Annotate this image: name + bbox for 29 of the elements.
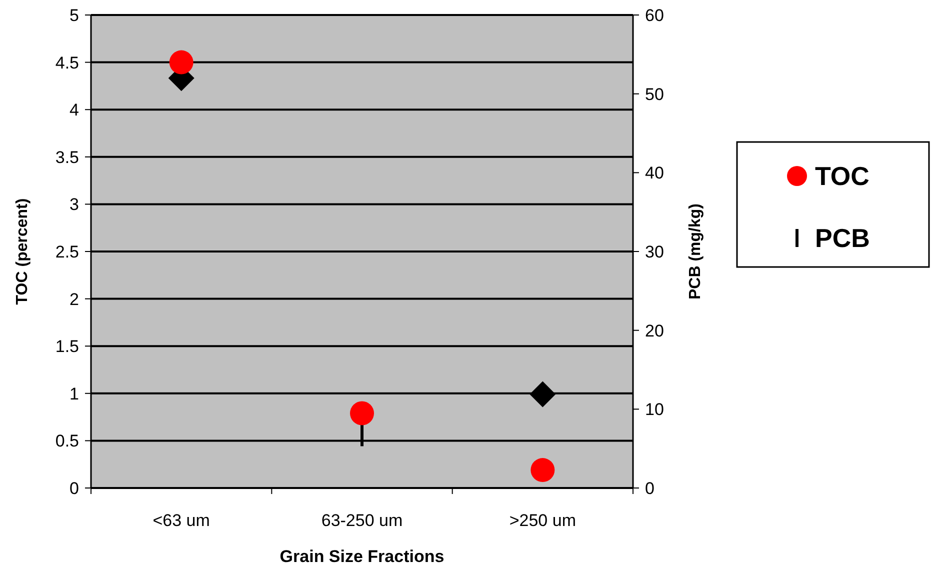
x-axis-title: Grain Size Fractions xyxy=(280,547,444,566)
y-tick-label: 2 xyxy=(70,290,79,309)
y-axis-title: TOC (percent) xyxy=(14,198,31,305)
y-tick-label: 3 xyxy=(70,195,79,214)
x-tick-label: <63 um xyxy=(152,511,210,530)
y-tick-label: 5 xyxy=(70,6,79,25)
y-tick-label: 1.5 xyxy=(55,337,79,356)
point xyxy=(530,458,555,482)
x-tick-label: >250 um xyxy=(509,511,576,530)
legend-label: PCB xyxy=(815,223,870,254)
y-tick-label: 4 xyxy=(70,100,79,120)
y2-tick-label: 50 xyxy=(645,84,664,104)
y2-tick-label: 20 xyxy=(645,321,664,340)
y2-axis-title: PCB (mg/kg) xyxy=(687,204,704,300)
y-tick-label: 4.5 xyxy=(55,53,79,72)
y2-tick-label: 10 xyxy=(645,400,664,420)
y-tick-label: 3.5 xyxy=(55,148,79,167)
y2-tick-label: 60 xyxy=(645,6,664,25)
y2-tick-label: 0 xyxy=(645,478,654,498)
point xyxy=(350,401,374,426)
y-tick-label: 1 xyxy=(70,384,79,404)
y2-tick-label: 40 xyxy=(645,164,664,183)
y2-tick-label: 30 xyxy=(645,242,664,262)
point xyxy=(169,50,194,74)
x-tick-label: 63-250 um xyxy=(321,511,403,530)
y-tick-label: 0 xyxy=(70,478,79,498)
legend-label: TOC xyxy=(815,161,870,192)
y-tick-label: 2.5 xyxy=(55,242,79,262)
y-tick-label: 0.5 xyxy=(55,432,79,451)
